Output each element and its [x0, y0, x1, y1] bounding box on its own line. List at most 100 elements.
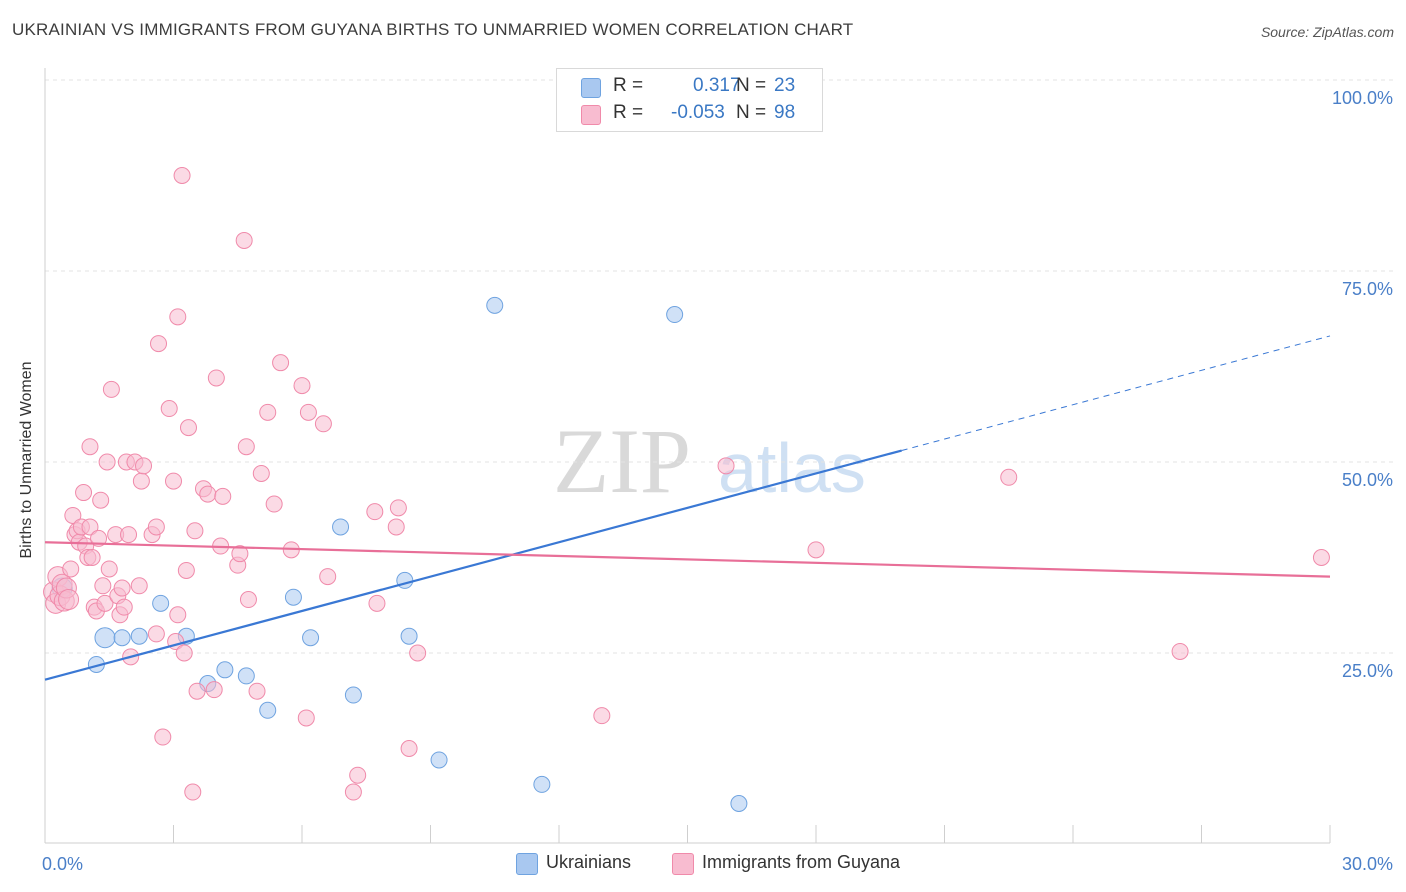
- data-point: [96, 594, 114, 612]
- data-point: [730, 795, 748, 813]
- data-point: [94, 627, 116, 649]
- data-point: [81, 438, 99, 456]
- y-tick-label: 25.0%: [1342, 661, 1393, 681]
- data-point: [188, 682, 206, 700]
- data-point: [293, 377, 311, 395]
- r-value: 0.317: [693, 75, 741, 96]
- watermark-atlas: atlas: [718, 429, 866, 507]
- r-value: -0.053: [671, 102, 725, 123]
- y-tick-label: 75.0%: [1342, 279, 1393, 299]
- data-point: [100, 560, 118, 578]
- guyana-swatch: [581, 105, 601, 125]
- data-point: [400, 627, 418, 645]
- data-point: [332, 518, 350, 536]
- ukrainians-swatch: [516, 853, 538, 875]
- ukrainians-trendline: [44, 449, 902, 681]
- data-point: [214, 487, 232, 505]
- data-point: [344, 686, 362, 704]
- legend-label: Immigrants from Guyana: [702, 852, 901, 872]
- data-point: [807, 541, 825, 559]
- x-tick-label: 0.0%: [42, 854, 83, 874]
- data-point: [252, 464, 270, 482]
- data-point: [90, 529, 108, 547]
- y-tick-label: 50.0%: [1342, 470, 1393, 490]
- data-point: [299, 403, 317, 421]
- data-point: [186, 522, 204, 540]
- correlation-legend: R = 0.317 N = 23 R = -0.053 N = 98: [556, 68, 823, 132]
- data-point: [717, 457, 735, 475]
- data-point: [265, 495, 283, 513]
- data-point: [205, 681, 223, 699]
- data-point: [135, 457, 153, 475]
- data-point: [387, 518, 405, 536]
- data-point: [58, 589, 80, 611]
- data-point: [94, 577, 112, 595]
- data-point: [237, 438, 255, 456]
- data-point: [113, 579, 131, 597]
- data-point: [248, 682, 266, 700]
- n-label: N =: [736, 75, 767, 96]
- data-point: [216, 661, 234, 679]
- r-label: R =: [613, 102, 644, 123]
- data-point: [154, 728, 172, 746]
- data-point: [177, 561, 195, 579]
- data-point: [150, 335, 168, 353]
- data-point: [366, 503, 384, 521]
- data-point: [120, 526, 138, 544]
- source-label: Source: ZipAtlas.com: [1260, 24, 1394, 40]
- data-point: [409, 644, 427, 662]
- data-point: [297, 709, 315, 727]
- data-point: [98, 453, 116, 471]
- data-point: [400, 740, 418, 757]
- ukrainians-swatch: [581, 78, 601, 98]
- data-point: [302, 629, 320, 647]
- data-point: [130, 577, 148, 595]
- data-point: [349, 766, 367, 784]
- data-point: [130, 627, 148, 645]
- data-point: [344, 783, 362, 801]
- ukrainians-trendline-extension: [901, 335, 1331, 452]
- watermark-zip: ZIP: [553, 410, 691, 512]
- data-point: [102, 380, 120, 398]
- data-point: [132, 472, 150, 490]
- data-point: [1312, 549, 1330, 566]
- n-value: 98: [774, 102, 796, 123]
- data-point: [533, 775, 551, 793]
- data-point: [152, 594, 170, 612]
- data-point: [593, 707, 611, 725]
- data-point: [1000, 468, 1018, 486]
- data-point: [237, 667, 255, 685]
- x-tick-label: 30.0%: [1342, 854, 1393, 874]
- data-point: [389, 499, 407, 517]
- guyana-trendline: [44, 541, 1331, 578]
- data-point: [235, 231, 253, 249]
- data-point: [368, 594, 386, 612]
- data-point: [92, 491, 110, 509]
- ukrainians-points: [51, 71, 748, 813]
- data-point: [284, 588, 302, 606]
- data-point: [259, 701, 277, 719]
- y-tick-label: 100.0%: [1332, 88, 1393, 108]
- data-point: [115, 598, 133, 616]
- data-point: [83, 549, 101, 566]
- data-point: [169, 308, 187, 326]
- chart-title: UKRAINIAN VS IMMIGRANTS FROM GUYANA BIRT…: [12, 20, 854, 39]
- data-point: [184, 783, 202, 801]
- data-point: [666, 306, 684, 324]
- data-point: [199, 485, 217, 503]
- data-point: [179, 419, 197, 437]
- data-point: [207, 369, 225, 387]
- y-axis-label: Births to Unmarried Women: [18, 361, 35, 559]
- data-point: [165, 472, 182, 490]
- data-point: [1171, 642, 1189, 660]
- data-point: [147, 625, 165, 643]
- data-point: [81, 518, 99, 536]
- data-point: [160, 400, 178, 418]
- data-point: [259, 403, 277, 421]
- data-point: [319, 568, 337, 586]
- data-point: [173, 167, 191, 184]
- data-point: [175, 644, 193, 662]
- data-point: [430, 751, 448, 769]
- data-point: [486, 296, 504, 314]
- data-point: [62, 560, 80, 578]
